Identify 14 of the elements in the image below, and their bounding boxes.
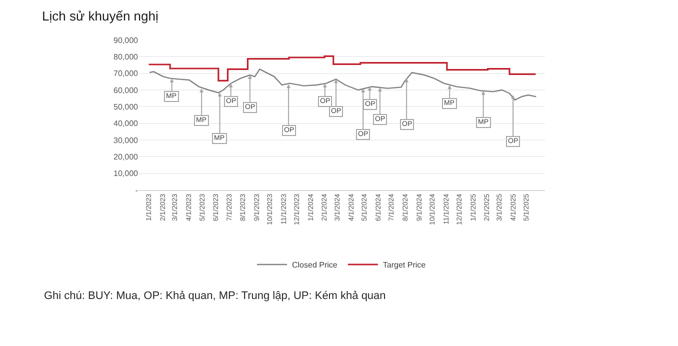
y-tick-label: 90,000	[114, 36, 139, 45]
y-tick-label: 60,000	[114, 86, 139, 95]
legend-label: Target Price	[382, 260, 426, 270]
y-tick-label: 40,000	[114, 119, 139, 128]
y-tick-label: 20,000	[114, 152, 139, 162]
y-tick-label: 70,000	[114, 69, 139, 78]
y-tick-label: 30,000	[114, 136, 139, 145]
y-tick-label: 10,000	[114, 169, 139, 178]
text: Ghi chú: BUY: Mua, OP: Khả quan, MP: Trung lập, UP: Kém khả quan	[44, 290, 386, 302]
chart-title: Lịch sử khuyến nghị	[42, 8, 158, 24]
legend-label: Closed Price	[292, 260, 338, 270]
y-tick-label: 80,000	[114, 52, 139, 62]
y-tick-label: 50,000	[114, 102, 139, 112]
y-tick-label: -	[135, 186, 138, 195]
